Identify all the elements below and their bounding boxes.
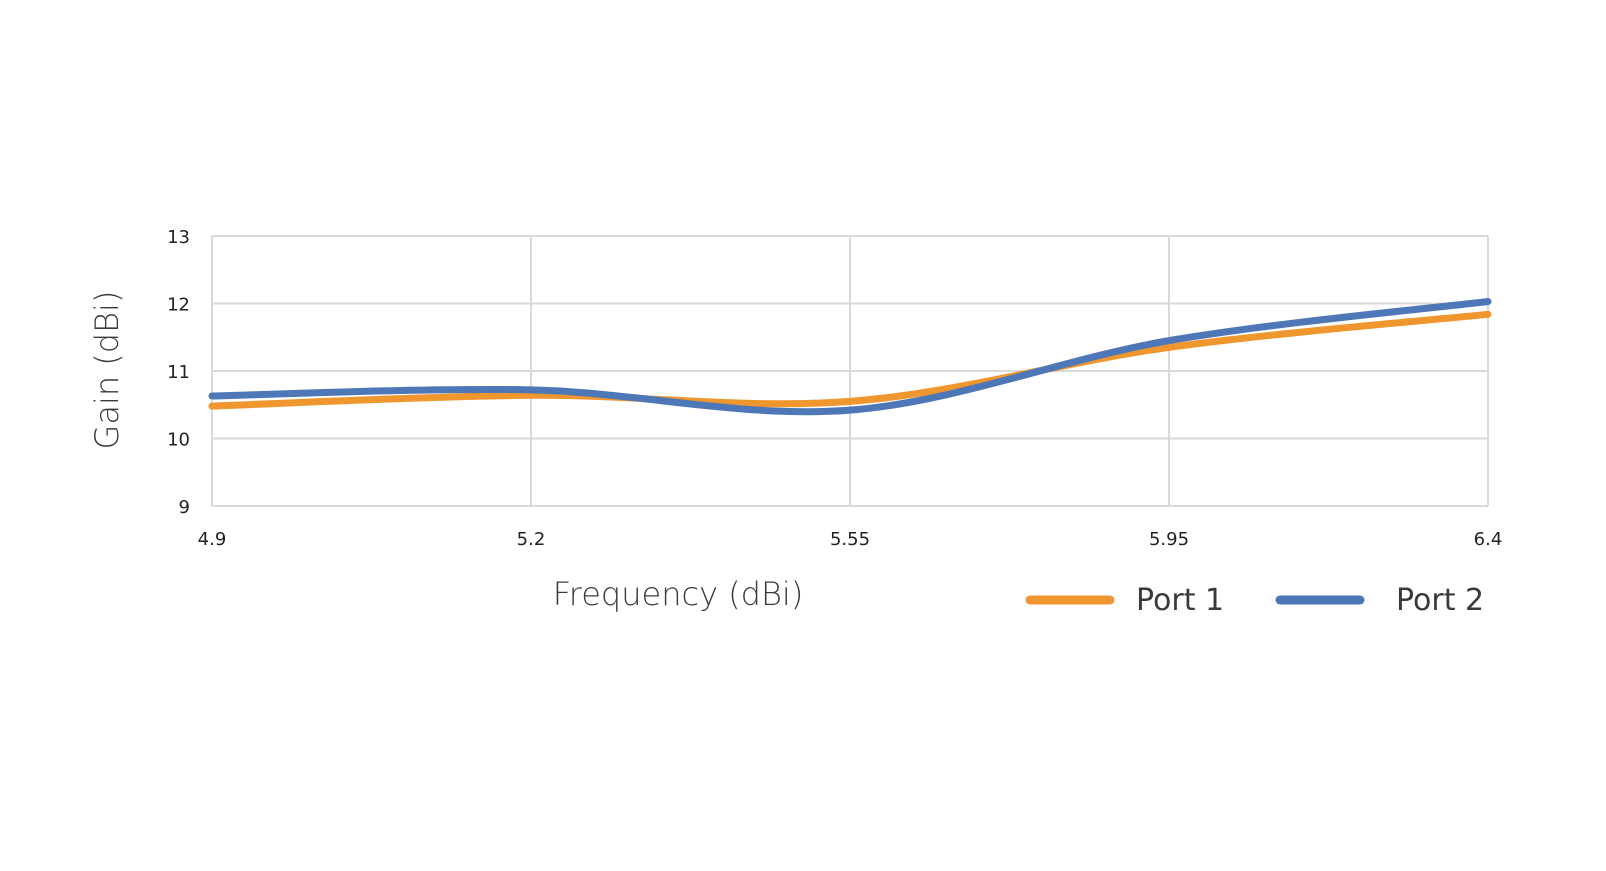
- legend: Port 1 Port 2: [1025, 583, 1484, 618]
- legend-item-port-1: Port 1: [1025, 583, 1224, 618]
- legend-label: Port 2: [1396, 583, 1484, 618]
- x-tick-label: 6.4: [1474, 529, 1503, 550]
- y-tick-label: 9: [179, 497, 190, 518]
- grid: [211, 235, 1489, 507]
- x-tick-label: 5.95: [1149, 529, 1189, 550]
- y-tick-label: 10: [167, 430, 190, 451]
- x-axis-title: Frequency (dBi): [553, 575, 804, 613]
- tick-layer: 9 10 11 12 13 4.9 5.2 5.55 5.95 6.4: [167, 227, 1502, 550]
- y-tick-label: 12: [167, 295, 190, 316]
- series-line-port-1: [208, 310, 1492, 410]
- x-tick-label: 5.55: [830, 529, 870, 550]
- y-tick-label: 13: [167, 227, 190, 248]
- x-tick-label: 5.2: [517, 529, 546, 550]
- legend-item-port-2: Port 2: [1275, 583, 1484, 618]
- series-layer: [208, 297, 1492, 416]
- y-axis-title: Gain (dBi): [88, 291, 126, 450]
- y-tick-label: 11: [167, 362, 190, 383]
- x-tick-label: 4.9: [198, 529, 227, 550]
- series-line-port-2: [208, 297, 1492, 416]
- legend-label: Port 1: [1136, 583, 1224, 618]
